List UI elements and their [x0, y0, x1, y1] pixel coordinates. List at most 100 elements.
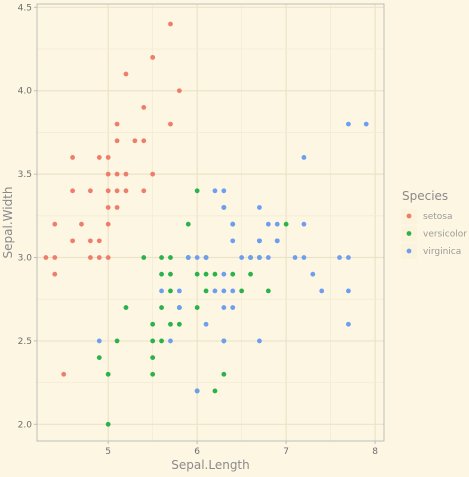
- data-point-virginica: [319, 288, 325, 294]
- data-point-setosa: [123, 171, 129, 177]
- data-point-setosa: [87, 238, 93, 244]
- y-tick-label: 2.5: [18, 337, 32, 347]
- data-point-versicolor: [123, 305, 129, 310]
- data-point-setosa: [105, 188, 111, 194]
- data-point-virginica: [221, 288, 227, 294]
- data-point-versicolor: [168, 255, 173, 260]
- data-point-virginica: [212, 188, 218, 194]
- data-point-virginica: [230, 221, 236, 227]
- data-point-virginica: [185, 255, 191, 260]
- data-point-setosa: [105, 171, 111, 177]
- data-point-versicolor: [150, 371, 156, 377]
- data-point-setosa: [105, 221, 111, 227]
- data-point-virginica: [301, 155, 307, 160]
- data-point-setosa: [150, 171, 156, 177]
- data-point-setosa: [87, 255, 93, 260]
- data-point-virginica: [176, 305, 182, 310]
- data-point-virginica: [346, 288, 351, 294]
- data-point-setosa: [61, 371, 67, 377]
- data-point-setosa: [114, 138, 120, 144]
- data-point-virginica: [257, 255, 262, 260]
- data-point-setosa: [52, 221, 58, 227]
- data-point-setosa: [70, 238, 75, 244]
- data-point-setosa: [141, 105, 147, 110]
- data-point-virginica: [301, 255, 307, 260]
- data-point-setosa: [150, 54, 156, 60]
- data-point-versicolor: [150, 338, 156, 344]
- data-point-versicolor: [230, 271, 236, 277]
- data-point-versicolor: [168, 271, 173, 277]
- data-point-versicolor: [194, 271, 200, 277]
- data-point-virginica: [194, 388, 200, 394]
- legend-marker-setosa: [406, 213, 412, 219]
- data-point-virginica: [310, 271, 316, 277]
- data-point-virginica: [265, 255, 271, 260]
- data-point-virginica: [96, 338, 102, 344]
- data-point-setosa: [96, 155, 102, 160]
- data-point-virginica: [239, 255, 245, 260]
- data-point-setosa: [96, 255, 102, 260]
- y-tick-label: 3.0: [18, 254, 33, 264]
- data-point-virginica: [221, 338, 227, 344]
- data-point-virginica: [248, 255, 253, 260]
- data-point-versicolor: [239, 288, 245, 294]
- data-point-versicolor: [194, 188, 200, 194]
- data-point-versicolor: [221, 371, 227, 377]
- y-axis-title: Sepal.Width: [1, 187, 15, 259]
- legend: Species setosa versicolor virginica: [401, 189, 467, 259]
- data-point-setosa: [141, 188, 147, 194]
- data-point-virginica: [337, 255, 342, 260]
- axis-ticks: 5 6 7 8 2.0 2.5 3.0 3.5 4.0 4.5: [18, 3, 379, 457]
- data-point-setosa: [87, 188, 93, 194]
- data-point-versicolor: [150, 355, 156, 361]
- legend-label-versicolor: versicolor: [423, 230, 467, 240]
- data-point-virginica: [257, 205, 262, 210]
- data-point-setosa: [168, 21, 173, 27]
- data-point-versicolor: [114, 338, 120, 344]
- data-point-virginica: [363, 121, 369, 127]
- data-point-versicolor: [150, 321, 156, 327]
- data-point-versicolor: [283, 221, 289, 227]
- data-point-setosa: [70, 188, 75, 194]
- data-point-versicolor: [203, 288, 209, 294]
- plot-panel-border: [36, 3, 385, 442]
- data-point-virginica: [265, 221, 271, 227]
- data-point-virginica: [159, 288, 164, 294]
- data-point-virginica: [301, 221, 307, 227]
- data-point-versicolor: [168, 288, 173, 294]
- x-tick-label: 6: [194, 447, 200, 457]
- data-point-virginica: [274, 221, 280, 227]
- data-point-versicolor: [168, 321, 173, 327]
- data-point-versicolor: [105, 371, 111, 377]
- data-point-setosa: [132, 138, 138, 144]
- legend-label-virginica: virginica: [423, 247, 461, 257]
- legend-items: setosa versicolor virginica: [401, 209, 467, 259]
- data-point-versicolor: [141, 255, 147, 260]
- legend-title: Species: [402, 189, 448, 203]
- legend-marker-versicolor: [406, 231, 412, 236]
- data-point-setosa: [105, 155, 111, 160]
- data-points: [43, 21, 369, 427]
- data-point-versicolor: [203, 271, 209, 277]
- data-point-versicolor: [96, 355, 102, 361]
- data-point-versicolor: [194, 305, 200, 310]
- data-point-versicolor: [212, 388, 218, 394]
- data-point-virginica: [221, 271, 227, 277]
- data-point-setosa: [43, 255, 49, 260]
- data-point-setosa: [52, 255, 58, 260]
- data-point-setosa: [105, 205, 111, 210]
- data-point-setosa: [123, 188, 129, 194]
- data-point-virginica: [203, 255, 209, 260]
- data-point-virginica: [257, 338, 262, 344]
- data-point-versicolor: [159, 338, 164, 344]
- data-point-virginica: [212, 288, 218, 294]
- y-tick-label: 4.0: [18, 87, 33, 97]
- data-point-virginica: [230, 288, 236, 294]
- data-point-setosa: [114, 171, 120, 177]
- data-point-setosa: [114, 188, 120, 194]
- x-axis-title: Sepal.Length: [171, 458, 250, 472]
- data-point-versicolor: [159, 271, 164, 277]
- data-point-versicolor: [176, 321, 182, 327]
- data-point-setosa: [96, 238, 102, 244]
